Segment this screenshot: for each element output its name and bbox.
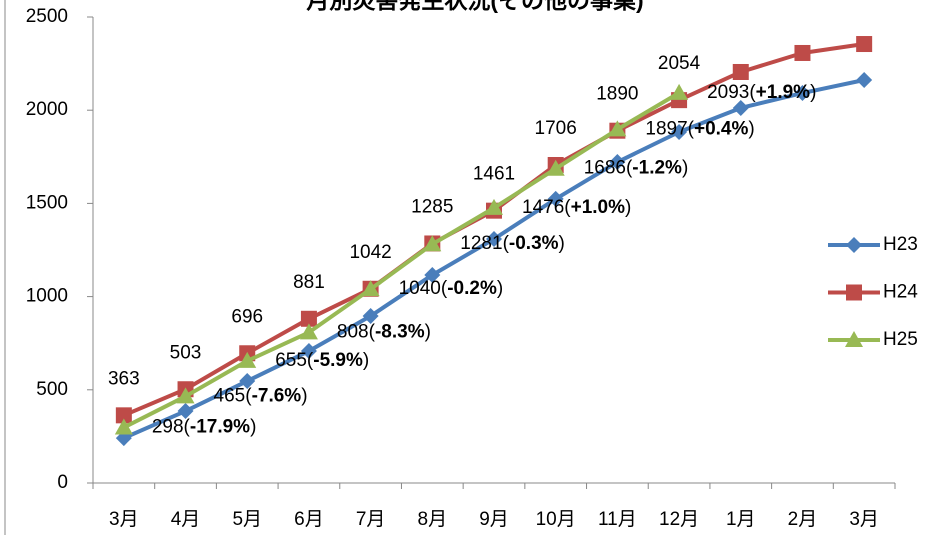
- point: [547, 190, 564, 207]
- x-tick-label: 12月: [659, 509, 699, 530]
- x-tick-label: 9月: [479, 509, 509, 530]
- data-label: 655(-5.9%): [275, 350, 369, 371]
- data-label: 465(-7.6%): [214, 385, 308, 406]
- point: [546, 159, 565, 176]
- y-tick-label: 0: [57, 472, 68, 493]
- point: [486, 231, 502, 248]
- legend-label: H25: [883, 329, 918, 350]
- point: [361, 280, 380, 297]
- data-label: 1476(+1.0%): [522, 197, 631, 218]
- point: [114, 418, 133, 435]
- data-label: 1042: [349, 242, 391, 263]
- point: [177, 403, 194, 420]
- point: [856, 72, 873, 89]
- data-label: 503: [170, 342, 202, 363]
- data-label: 1285: [411, 196, 453, 217]
- data-label: 2054: [658, 53, 701, 74]
- data-label: 363: [108, 368, 140, 389]
- x-tick-label: 1月: [726, 509, 756, 530]
- x-tick-label: 3月: [849, 509, 879, 530]
- data-label: 808(-8.3%): [337, 321, 431, 342]
- data-label: 1281(-0.3%): [460, 233, 565, 254]
- point: [609, 154, 626, 171]
- x-tick-label: 8月: [418, 509, 448, 530]
- point: [485, 198, 503, 215]
- point: [794, 85, 811, 102]
- point: [856, 36, 873, 53]
- data-label: 881: [293, 272, 325, 293]
- data-label: 1897(+0.4%): [645, 118, 754, 139]
- point: [299, 323, 318, 340]
- x-tick-label: 4月: [171, 509, 201, 530]
- x-tick-label: 11月: [598, 509, 637, 530]
- point: [300, 343, 317, 360]
- x-tick-label: 10月: [536, 509, 576, 530]
- y-tick-label: 500: [36, 379, 68, 400]
- point: [670, 83, 689, 100]
- point: [362, 307, 379, 324]
- y-tick-label: 2000: [26, 99, 68, 120]
- y-tick-label: 1500: [26, 192, 68, 213]
- x-tick-label: 5月: [232, 509, 262, 530]
- chart-title: 月別災害発生状況(その他の事業): [305, 0, 643, 13]
- data-label: 696: [231, 306, 263, 327]
- y-tick-label: 2500: [26, 6, 68, 27]
- x-tick-label: 7月: [356, 509, 386, 530]
- x-tick-label: 6月: [294, 509, 324, 530]
- data-label: 1040(-0.2%): [399, 278, 504, 299]
- point: [239, 373, 256, 390]
- point: [732, 99, 749, 116]
- y-tick-label: 1000: [26, 286, 68, 307]
- legend-marker: [846, 284, 862, 301]
- point: [423, 235, 442, 252]
- series-line: [122, 91, 681, 430]
- x-tick-label: 3月: [109, 509, 139, 530]
- legend-marker: [845, 331, 863, 347]
- point: [732, 63, 749, 80]
- point: [424, 266, 441, 283]
- legend-label: H23: [883, 234, 918, 255]
- point: [300, 310, 317, 327]
- data-label: 1461: [473, 164, 515, 185]
- x-tick-label: 2月: [788, 509, 818, 530]
- data-label: 1890: [596, 84, 638, 105]
- point: [176, 387, 195, 404]
- data-label: 1686(-1.2%): [584, 158, 689, 179]
- legend-marker: [846, 237, 862, 253]
- point: [794, 44, 811, 61]
- legend-label: H24: [883, 282, 918, 303]
- data-label: 1706: [535, 118, 577, 139]
- point: [608, 120, 627, 137]
- point: [115, 407, 132, 424]
- point: [671, 124, 688, 141]
- data-label: 2093(+1.9%): [707, 82, 816, 103]
- point: [238, 351, 257, 368]
- data-label: 298(-17.9%): [152, 416, 257, 437]
